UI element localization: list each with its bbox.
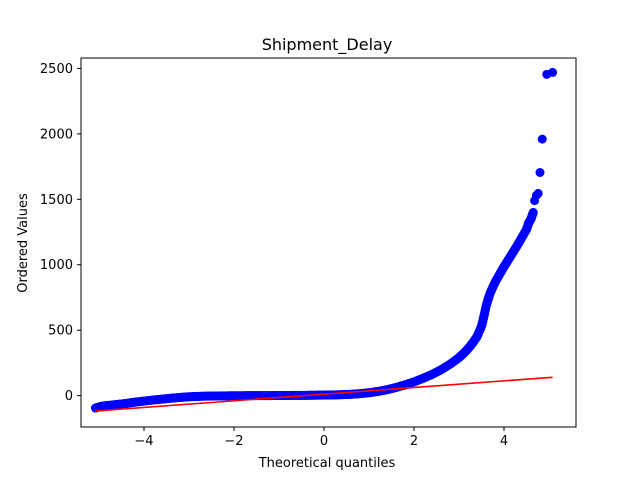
x-tick-label: 2 — [410, 434, 418, 449]
x-axis-label: Theoretical quantiles — [258, 456, 396, 471]
data-point — [548, 67, 558, 77]
y-tick-label: 1500 — [40, 193, 73, 208]
x-tick-label: 0 — [320, 434, 328, 449]
y-axis-label: Ordered Values — [16, 193, 31, 293]
y-axis-ticks: 0 500 1000 1500 2000 2500 — [40, 62, 81, 404]
data-point — [528, 207, 538, 217]
y-tick-label: 500 — [48, 324, 73, 339]
x-tick-label: −4 — [134, 434, 153, 449]
x-tick-label: −2 — [224, 434, 243, 449]
data-point — [533, 188, 543, 198]
x-axis-ticks: −4 −2 0 2 4 — [134, 427, 508, 449]
chart-title: Shipment_Delay — [262, 35, 393, 55]
y-tick-label: 2000 — [40, 127, 73, 142]
data-points — [90, 67, 558, 413]
x-tick-label: 4 — [500, 434, 508, 449]
plot-frame — [80, 57, 577, 428]
data-point — [535, 167, 545, 177]
data-point — [537, 134, 547, 144]
y-tick-label: 2500 — [40, 62, 73, 77]
y-tick-label: 0 — [65, 389, 73, 404]
reference-line-group — [95, 376, 553, 412]
reference-line — [95, 376, 553, 412]
y-tick-label: 1000 — [40, 258, 73, 273]
